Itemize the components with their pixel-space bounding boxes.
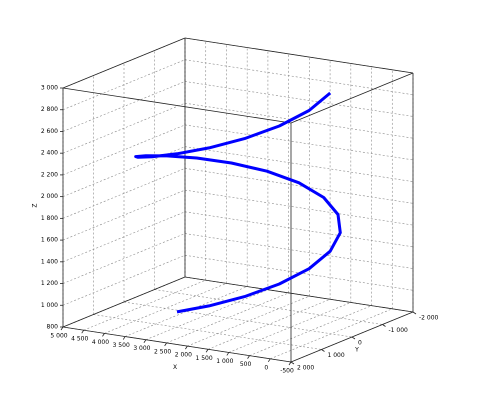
grid-line	[62, 189, 186, 241]
z-tick-label: 1 400	[41, 258, 58, 265]
grid-line	[145, 289, 269, 341]
z-tick-label: 1 200	[41, 280, 58, 287]
grid-line	[184, 59, 414, 96]
tick	[185, 345, 188, 350]
tick	[288, 361, 292, 366]
y-axis-label: Y	[354, 347, 359, 354]
z-tick-label: 1 800	[41, 215, 58, 222]
box-edge	[184, 276, 414, 313]
x-tick-label: 3 000	[133, 345, 150, 352]
x-tick-label: 1 500	[195, 355, 212, 362]
grid-line	[184, 102, 414, 139]
x-tick-label: 500	[240, 361, 252, 368]
grid-line	[62, 233, 186, 284]
tick	[164, 342, 167, 347]
z-tick-label: 1 600	[41, 237, 58, 244]
grid-line	[184, 189, 414, 226]
grid-line	[93, 314, 322, 350]
grid-line	[184, 233, 414, 269]
grid-line	[184, 254, 414, 291]
grid-line	[184, 168, 414, 204]
y-tick-label: 1 000	[328, 352, 345, 359]
x-tick-label: 5 000	[50, 333, 67, 340]
tick	[351, 336, 356, 340]
tick	[102, 333, 105, 337]
x-tick-label: 1 000	[216, 358, 233, 365]
grid-line	[154, 289, 383, 325]
z-tick-label: 2 200	[41, 171, 58, 178]
x-axis-label: X	[173, 364, 177, 371]
grid-line	[228, 302, 351, 353]
grid-line	[184, 211, 414, 248]
tick	[226, 352, 230, 356]
grid-line	[184, 146, 414, 182]
tick	[321, 349, 325, 352]
y-tick-label: 2 000	[297, 365, 314, 372]
tick	[205, 349, 209, 353]
grid-line	[123, 301, 353, 338]
tick	[143, 339, 147, 343]
grid-line	[62, 81, 186, 132]
tick	[81, 329, 85, 334]
tick	[60, 326, 64, 331]
x-tick-label: 2 000	[175, 352, 192, 359]
z-tick-label: 2 600	[41, 128, 58, 135]
grid-line	[184, 81, 414, 117]
z-tick-label: 2 000	[41, 193, 58, 200]
box-edge	[62, 326, 292, 363]
x-tick-label: 4 500	[71, 336, 88, 343]
z-tick-label: 2 800	[41, 106, 58, 113]
x-tick-label: -500	[280, 368, 294, 375]
z-tick-label: 2 400	[41, 150, 58, 157]
box-edge	[290, 72, 414, 124]
tick	[412, 311, 417, 315]
y-tick-label: -1 000	[389, 327, 409, 334]
y-tick-label: 0	[358, 340, 362, 347]
x-tick-label: 4 000	[92, 339, 109, 346]
box-edge	[62, 37, 186, 89]
tick	[290, 361, 295, 365]
grid-line	[184, 124, 414, 161]
x-tick-label: 0	[264, 364, 268, 371]
box-edge	[184, 37, 414, 74]
data-line	[134, 91, 342, 314]
z-tick-label: 800	[47, 324, 59, 331]
z-tick-label: 3 000	[41, 85, 58, 92]
box-edge	[62, 87, 292, 124]
z-tick-label: 1 000	[41, 302, 58, 309]
tick	[122, 336, 126, 340]
z-axis-label: Z	[32, 203, 39, 207]
x-tick-label: 2 500	[154, 348, 171, 355]
tick	[267, 358, 271, 363]
y-tick-label: -2 000	[419, 315, 439, 322]
tick	[382, 324, 386, 327]
tick	[247, 355, 250, 359]
grid-line	[207, 298, 331, 350]
box-edge	[62, 276, 186, 328]
x-tick-label: 3 500	[113, 342, 130, 349]
